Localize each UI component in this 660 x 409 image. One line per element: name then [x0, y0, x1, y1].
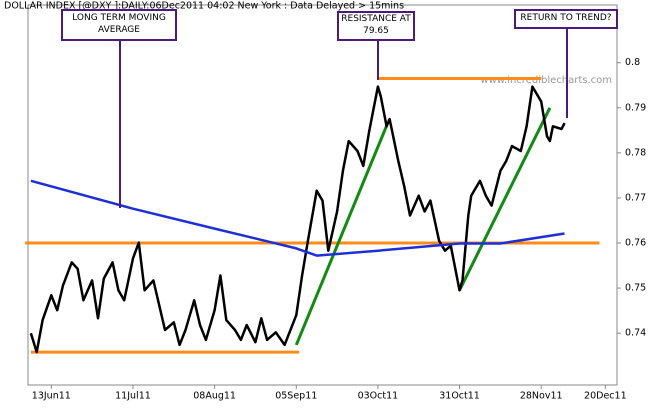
- chart-header: DOLLAR INDEX [@DXY ]:DAILY:06Dec2011 04:…: [4, 1, 404, 12]
- callout: RESISTANCE AT 79.65: [341, 14, 411, 36]
- callout-box: [337, 11, 415, 41]
- x-tick-label: 03Oct11: [358, 391, 399, 402]
- callout-text: LONG TERM MOVING AVERAGE: [72, 13, 166, 35]
- callout-box: [61, 9, 177, 41]
- y-tick-label: 0.76: [625, 238, 646, 249]
- x-tick-label: 08Aug11: [193, 391, 236, 402]
- x-tick-label: 11Jul11: [115, 391, 151, 402]
- x-tick-label: 13Jun11: [32, 391, 71, 402]
- price-line: [30, 179, 565, 257]
- x-tick-label: 31Oct11: [439, 391, 480, 402]
- callout-text: RETURN TO TREND?: [520, 13, 612, 23]
- price-line: [29, 85, 566, 354]
- plot-frame: [27, 4, 618, 386]
- y-tick-label: 0.79: [625, 102, 646, 113]
- x-tick-label: 28Nov11: [520, 391, 563, 402]
- callout: RETURN TO TREND?: [520, 13, 612, 23]
- trend-line: [458, 107, 552, 291]
- x-tick-label: 05Sep11: [275, 391, 317, 402]
- callout: LONG TERM MOVING AVERAGE: [72, 13, 166, 35]
- x-tick-label: 20Dec11: [584, 391, 627, 402]
- callout-box: [514, 9, 618, 29]
- y-tick-label: 0.75: [625, 283, 646, 294]
- y-tick-label: 0.77: [625, 192, 646, 203]
- callout-text: RESISTANCE AT 79.65: [341, 14, 411, 36]
- watermark: www.incrediblecharts.com: [480, 75, 612, 86]
- y-tick-label: 0.74: [625, 328, 646, 339]
- y-tick-label: 0.78: [625, 147, 646, 158]
- y-tick-label: 0.8: [625, 57, 640, 68]
- trend-line: [294, 125, 388, 346]
